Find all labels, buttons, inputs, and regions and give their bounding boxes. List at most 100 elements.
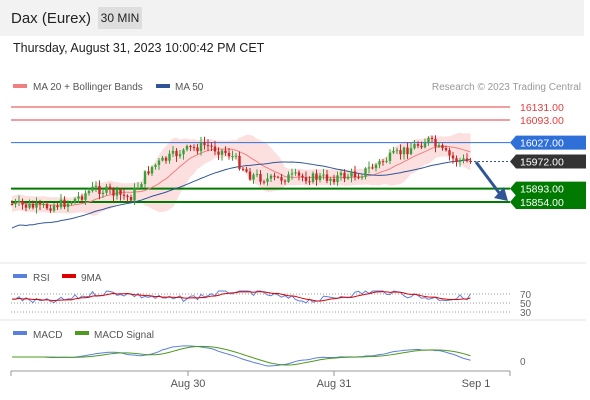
- candle-body: [255, 174, 259, 176]
- candle-body: [31, 203, 35, 208]
- candle-body: [154, 164, 157, 167]
- candle-body: [402, 147, 406, 155]
- candle-body: [217, 151, 220, 155]
- candle-body: [409, 148, 413, 155]
- candle-body: [469, 161, 472, 163]
- candle-body: [101, 192, 105, 194]
- macd-tick-0: 0: [520, 357, 526, 368]
- candle-body: [413, 144, 416, 149]
- level-tag: [510, 181, 586, 196]
- level-tag: [510, 195, 586, 209]
- rsi-tick-50: 50: [520, 299, 532, 310]
- candle-body: [231, 156, 234, 158]
- level-tag: [510, 135, 586, 150]
- level-label: 16093.00: [520, 115, 564, 127]
- rsi-ma-legend-swatch: [62, 274, 76, 278]
- level-label: 16131.00: [520, 102, 564, 114]
- candle-body: [416, 144, 420, 146]
- candle-body: [241, 168, 245, 170]
- datetime-label: Thursday, August 31, 2023 10:00:42 PM CE…: [13, 41, 265, 55]
- candle-body: [185, 145, 189, 150]
- candle-body: [94, 185, 98, 187]
- candle-body: [294, 172, 297, 174]
- candle-body: [45, 204, 49, 209]
- candle-body: [63, 199, 66, 207]
- candle-body: [378, 161, 381, 165]
- candle-body: [346, 176, 350, 179]
- bollinger-fill: [12, 132, 471, 216]
- candle-body: [52, 205, 56, 211]
- candle-body: [87, 190, 91, 194]
- candle-body: [252, 174, 255, 180]
- level-label: 16027.00: [520, 138, 564, 150]
- legend-bollinger: MA 20 + Bollinger Bands: [33, 82, 143, 93]
- candle-body: [38, 203, 42, 205]
- candle-body: [458, 160, 462, 162]
- candle-body: [178, 154, 182, 157]
- candle-body: [374, 164, 378, 169]
- rsi-legend-swatch: [13, 274, 27, 278]
- level-label: 15893.00: [520, 184, 564, 196]
- candle-body: [360, 176, 364, 178]
- candle-body: [234, 155, 238, 157]
- candle-body: [395, 150, 399, 152]
- rsi-series: [11, 290, 471, 304]
- candle-body: [161, 157, 164, 161]
- candle-body: [423, 143, 427, 148]
- candle-body: [42, 204, 45, 206]
- timeframe-badge[interactable]: 30 MIN: [98, 7, 142, 29]
- candle-body: [143, 171, 147, 185]
- candle-body: [448, 150, 451, 156]
- ma20-series: [11, 146, 471, 207]
- candle-body: [259, 174, 262, 182]
- credit-text: Research © 2023 Trading Central: [432, 82, 581, 93]
- candle-body: [77, 196, 80, 199]
- candle-body: [238, 155, 241, 169]
- candle-body: [381, 161, 385, 163]
- candle-body: [66, 203, 70, 207]
- candle-body: [465, 158, 469, 162]
- candle-body: [350, 171, 353, 177]
- candle-body: [262, 181, 266, 183]
- candle-body: [73, 198, 77, 203]
- candle-body: [392, 150, 395, 153]
- legend-rsi: RSI: [33, 273, 50, 284]
- projection-arrow: [474, 161, 508, 201]
- candle-body: [311, 173, 315, 182]
- candle-body: [175, 150, 178, 157]
- rsi-ma-series: [11, 291, 471, 302]
- level-label: 15972.00: [520, 157, 564, 169]
- candle-body: [420, 145, 423, 148]
- candle-body: [17, 200, 21, 203]
- macd-legend-swatch: [13, 331, 27, 335]
- candle-body: [357, 177, 360, 179]
- bollinger-legend-swatch: [13, 84, 27, 88]
- candle-body: [189, 145, 192, 148]
- candle-body: [206, 145, 210, 147]
- candle-body: [24, 204, 28, 208]
- candle-body: [213, 146, 217, 152]
- candle-body: [14, 202, 17, 205]
- instrument-title: Dax (Eurex): [11, 10, 92, 27]
- candle-body: [35, 203, 38, 208]
- candle-body: [224, 150, 227, 153]
- candle-body: [427, 137, 430, 144]
- candle-body: [91, 186, 94, 191]
- candle-body: [227, 152, 231, 157]
- candle-body: [304, 177, 308, 182]
- candle-body: [290, 173, 294, 175]
- candle-body: [140, 184, 143, 188]
- legend-macd-signal: MACD Signal: [94, 330, 154, 341]
- candle-body: [385, 160, 388, 162]
- rsi-tick-30: 30: [520, 308, 532, 319]
- candle-body: [444, 148, 448, 151]
- candle-body: [315, 173, 318, 180]
- candle-body: [339, 172, 343, 176]
- macd-signal-series: [12, 345, 471, 366]
- legend-rsi-ma: 9MA: [81, 273, 102, 284]
- candle-body: [455, 158, 458, 162]
- candle-body: [273, 175, 276, 177]
- candle-body: [220, 150, 224, 155]
- candle-body: [70, 202, 73, 204]
